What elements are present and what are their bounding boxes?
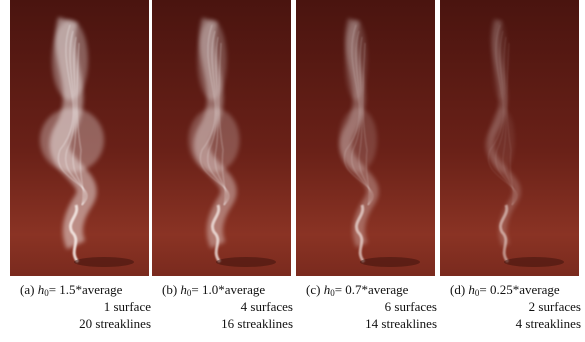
smoke-puff	[40, 108, 104, 172]
caption-line: 6 surfaces	[306, 298, 437, 315]
panel-image	[296, 0, 435, 276]
setting: = 1.0*average	[191, 282, 265, 297]
panel-tag: (c)	[306, 282, 320, 297]
caption-line: 2 surfaces	[450, 298, 581, 315]
renderings	[0, 0, 585, 280]
figure: (a) h0= 1.5*average1 surface20 streaklin…	[0, 0, 585, 342]
panel-tag: (d)	[450, 282, 465, 297]
caption-line: 20 streaklines	[20, 315, 151, 332]
caption-line: 14 streaklines	[306, 315, 437, 332]
shadow	[74, 257, 134, 267]
shadow	[360, 257, 420, 267]
panel-tag: (b)	[162, 282, 177, 297]
setting: = 0.25*average	[479, 282, 559, 297]
caption-line: (a) h0= 1.5*average	[20, 281, 151, 298]
panel-image	[440, 0, 579, 276]
panel-image	[152, 0, 291, 276]
caption-line: 4 surfaces	[162, 298, 293, 315]
caption-line: 16 streaklines	[162, 315, 293, 332]
shadow	[504, 257, 564, 267]
smoke-puff	[189, 108, 240, 172]
panel-image	[10, 0, 149, 276]
caption-line: (b) h0= 1.0*average	[162, 281, 293, 298]
caption-line: 4 streaklines	[450, 315, 581, 332]
setting: = 1.5*average	[49, 282, 123, 297]
setting: = 0.7*average	[335, 282, 409, 297]
caption-line: (c) h0= 0.7*average	[306, 281, 437, 298]
caption-line: (d) h0= 0.25*average	[450, 281, 581, 298]
shadow	[216, 257, 276, 267]
caption-line: 1 surface	[20, 298, 151, 315]
panel-tag: (a)	[20, 282, 34, 297]
